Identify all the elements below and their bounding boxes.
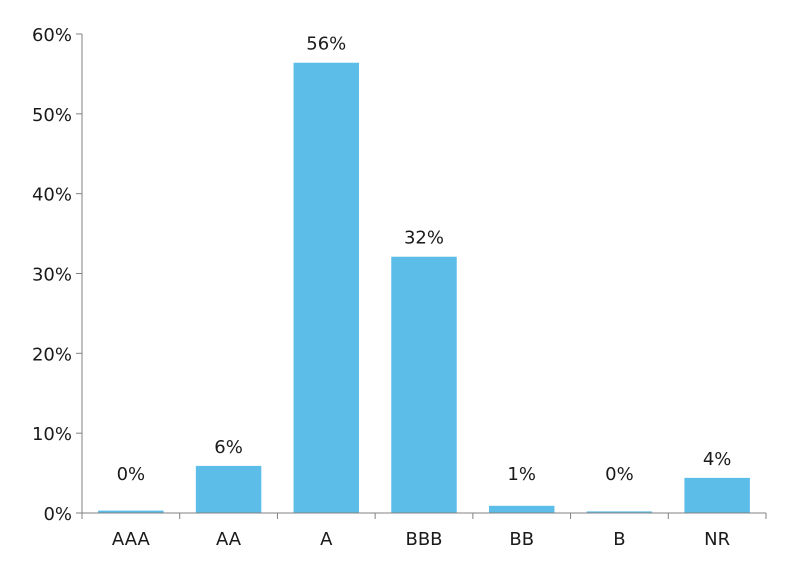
labels-layer: 0% AAA 6% AA 56% A 32% BBB 1% BB 0% B 4% NR 0% 10% 20% 30…	[32, 25, 731, 550]
data-label-bb: 1%	[507, 464, 536, 485]
data-label-b: 0%	[605, 464, 634, 485]
x-tick-label-aaa: AAA	[112, 529, 151, 550]
x-tick-label-b: B	[613, 529, 625, 550]
y-tick-label: 30%	[32, 265, 72, 286]
y-tick-label: 40%	[32, 185, 72, 206]
x-tick-label-a: A	[320, 529, 333, 550]
bar-nr	[684, 477, 750, 513]
bar-bb	[488, 505, 555, 513]
data-label-bbb: 32%	[404, 228, 444, 249]
data-label-a: 56%	[306, 34, 346, 55]
axes-layer	[76, 33, 767, 519]
x-tick-label-aa: AA	[216, 529, 242, 550]
x-tick-label-bbb: BBB	[405, 529, 442, 550]
bars-layer	[98, 62, 750, 514]
x-tick-label-nr: NR	[704, 529, 730, 550]
y-tick-label: 0%	[43, 504, 72, 525]
y-tick-label: 20%	[32, 344, 72, 365]
y-tick-label: 60%	[32, 25, 72, 46]
y-tick-label: 50%	[32, 105, 72, 126]
data-label-aaa: 0%	[117, 464, 146, 485]
x-tick-label-bb: BB	[509, 529, 534, 550]
data-label-aa: 6%	[214, 437, 243, 458]
data-label-nr: 4%	[703, 449, 732, 470]
bar-a	[293, 62, 360, 514]
y-tick-label: 10%	[32, 424, 72, 445]
bar-aa	[195, 465, 262, 513]
bar-aaa	[98, 510, 164, 513]
bar-bbb	[391, 256, 457, 513]
bar-b	[586, 511, 653, 513]
